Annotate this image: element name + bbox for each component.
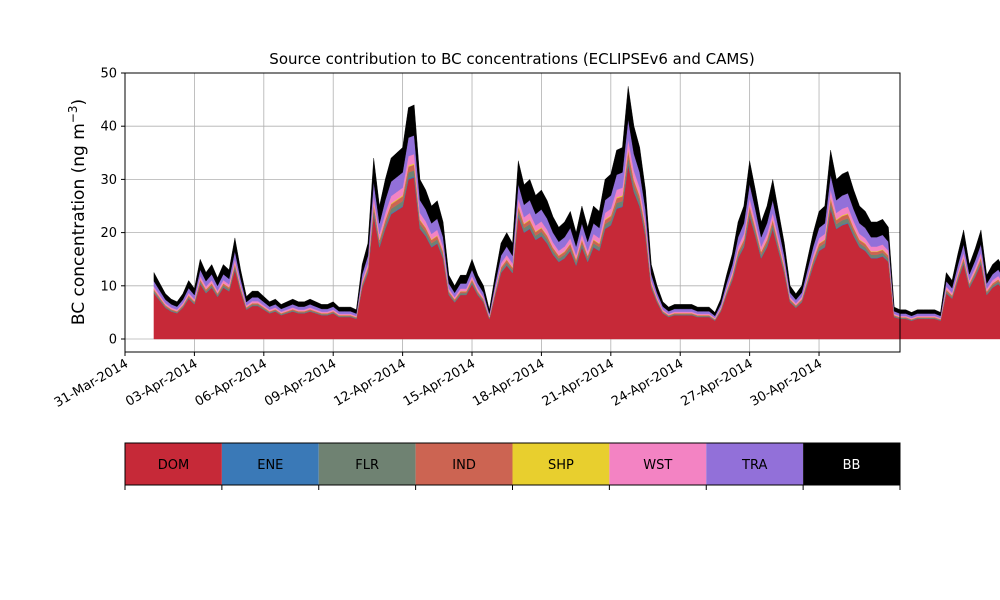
y-tick-label: 40: [100, 120, 117, 135]
area-bb: [153, 86, 1000, 317]
y-axis-title: BC concentration (ng m−3): [66, 99, 89, 325]
legend-label-ind: IND: [452, 458, 476, 473]
legend-label-bb: BB: [843, 458, 861, 473]
legend-swatch-tra: [706, 443, 804, 485]
y-tick-label: 10: [100, 279, 117, 294]
legend-label-ene: ENE: [257, 458, 283, 473]
chart-title: Source contribution to BC concentrations…: [269, 50, 754, 68]
legend-label-wst: WST: [643, 458, 672, 473]
y-tick-label: 0: [109, 333, 117, 348]
y-axis: 0 10 20 30 40 50: [100, 67, 125, 348]
legend-swatch-dom: [125, 443, 222, 485]
legend-swatch-wst: [609, 443, 707, 485]
legend-label-flr: FLR: [355, 458, 379, 473]
y-tick-label: 50: [100, 67, 117, 82]
legend-label-dom: DOM: [158, 458, 189, 473]
legend-swatch-ene: [221, 443, 319, 485]
legend-frame: [124, 442, 901, 486]
legend-swatch-bb: [803, 443, 900, 485]
legend-label-tra: TRA: [741, 458, 767, 473]
legend-swatch-shp: [512, 443, 610, 485]
legend-swatch-flr: [318, 443, 416, 485]
stacked-areas: [153, 86, 1000, 340]
legend-colorbar: DOM ENE FLR IND SHP WST TRA BB: [124, 442, 901, 490]
y-tick-label: 30: [100, 173, 117, 188]
y-tick-label: 20: [100, 226, 117, 241]
legend-label-shp: SHP: [548, 458, 574, 473]
legend-swatch-ind: [415, 443, 513, 485]
plot-frame: [124, 72, 901, 353]
